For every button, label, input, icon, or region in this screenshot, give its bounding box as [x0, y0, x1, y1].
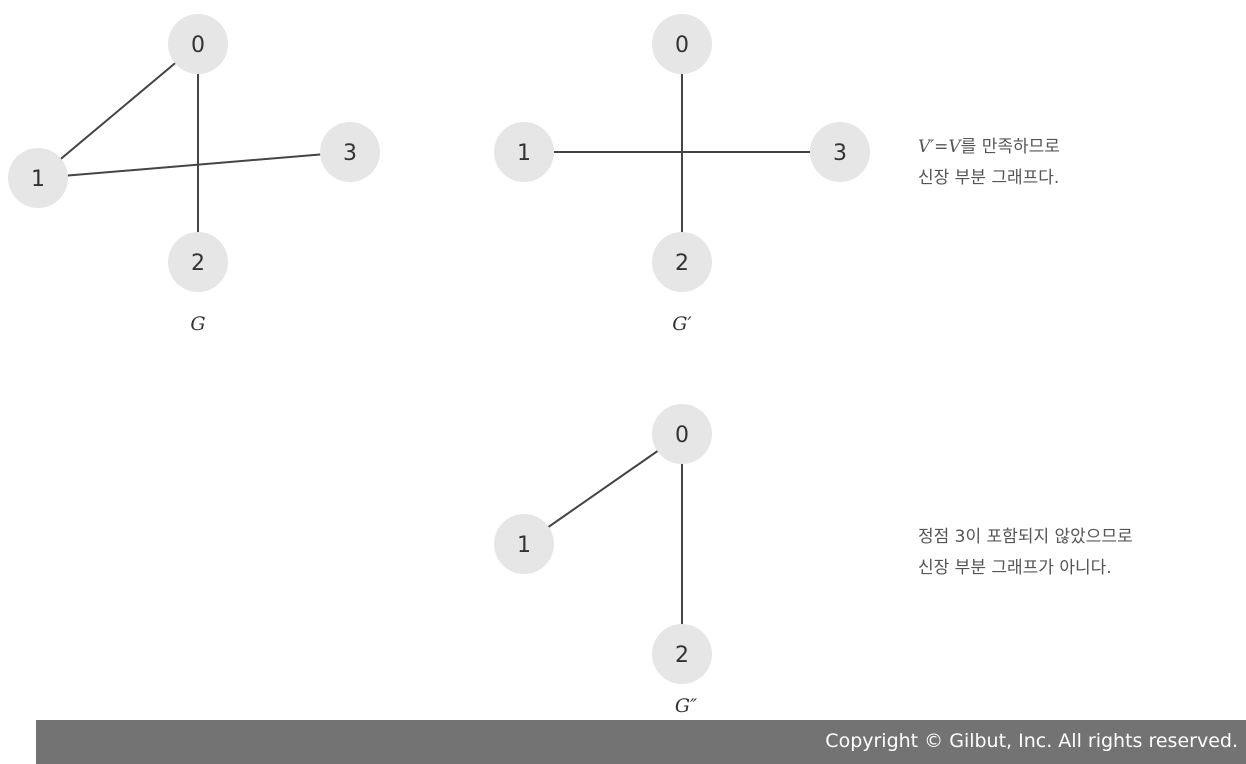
- graph-g-prime-node-3: 3: [810, 122, 870, 182]
- graph-g-prime-edges: [524, 44, 840, 262]
- graph-g-node-0: 0: [168, 14, 228, 74]
- graph-g-double-prime-node-2: 2: [652, 624, 712, 684]
- node-label: 0: [191, 33, 205, 58]
- g-prime-note-suffix: 를 만족하므로: [960, 137, 1060, 157]
- graph-g-prime-node-2: 2: [652, 232, 712, 292]
- graph-g-node-3: 3: [320, 122, 380, 182]
- g-double-prime-note-line2: 신장 부분 그래프가 아니다.: [918, 558, 1112, 578]
- node-label: 2: [675, 251, 689, 276]
- g-prime-note-line1: V′=V를 만족하므로: [918, 132, 1246, 163]
- node-label: 2: [191, 251, 205, 276]
- graph-g-double-prime-name: G″: [675, 695, 697, 717]
- graph-g-double-prime-node-0: 0: [652, 404, 712, 464]
- node-label: 3: [343, 141, 357, 166]
- graph-g-node-1: 1: [8, 148, 68, 208]
- node-label: 1: [517, 533, 531, 558]
- copyright-footer: Copyright © Gilbut, Inc. All rights rese…: [36, 720, 1246, 764]
- g-prime-note-line2: 신장 부분 그래프다.: [918, 168, 1060, 188]
- copyright-text: Copyright © Gilbut, Inc. All rights rese…: [825, 730, 1238, 752]
- graph-g: 0 1 2 3 G: [8, 14, 380, 335]
- g-prime-note: V′=V를 만족하므로 신장 부분 그래프다.: [918, 132, 1246, 194]
- node-label: 3: [833, 141, 847, 166]
- node-label: 0: [675, 33, 689, 58]
- graph-g-prime-node-0: 0: [652, 14, 712, 74]
- graph-g-prime-node-1: 1: [494, 122, 554, 182]
- node-label: 1: [31, 167, 45, 192]
- formula-equals: =: [934, 137, 949, 157]
- node-label: 0: [675, 423, 689, 448]
- graph-g-name: G: [190, 313, 205, 335]
- graph-g-double-prime-edges: [523, 433, 683, 654]
- graph-g-prime: 0 1 2 3 G′: [494, 14, 870, 335]
- formula-rhs: V: [948, 137, 961, 157]
- spanning-subgraph-diagram: 0 1 2 3 G 0 1 2: [8, 14, 870, 717]
- node-label: 1: [517, 141, 531, 166]
- graph-g-edges: [37, 43, 351, 262]
- graph-g-node-2: 2: [168, 232, 228, 292]
- graph-g-double-prime: 0 1 2 G″: [494, 404, 712, 717]
- node-label: 2: [675, 643, 689, 668]
- edge-1-3: [37, 151, 351, 179]
- g-double-prime-note: 정점 3이 포함되지 않았으므로 신장 부분 그래프가 아니다.: [918, 522, 1246, 584]
- formula-lhs: V′: [918, 137, 935, 157]
- graph-g-prime-name: G′: [672, 313, 692, 335]
- edge-0-1: [523, 433, 683, 545]
- graph-g-double-prime-node-1: 1: [494, 514, 554, 574]
- g-double-prime-note-line1: 정점 3이 포함되지 않았으므로: [918, 527, 1133, 547]
- edge-0-1: [37, 43, 199, 179]
